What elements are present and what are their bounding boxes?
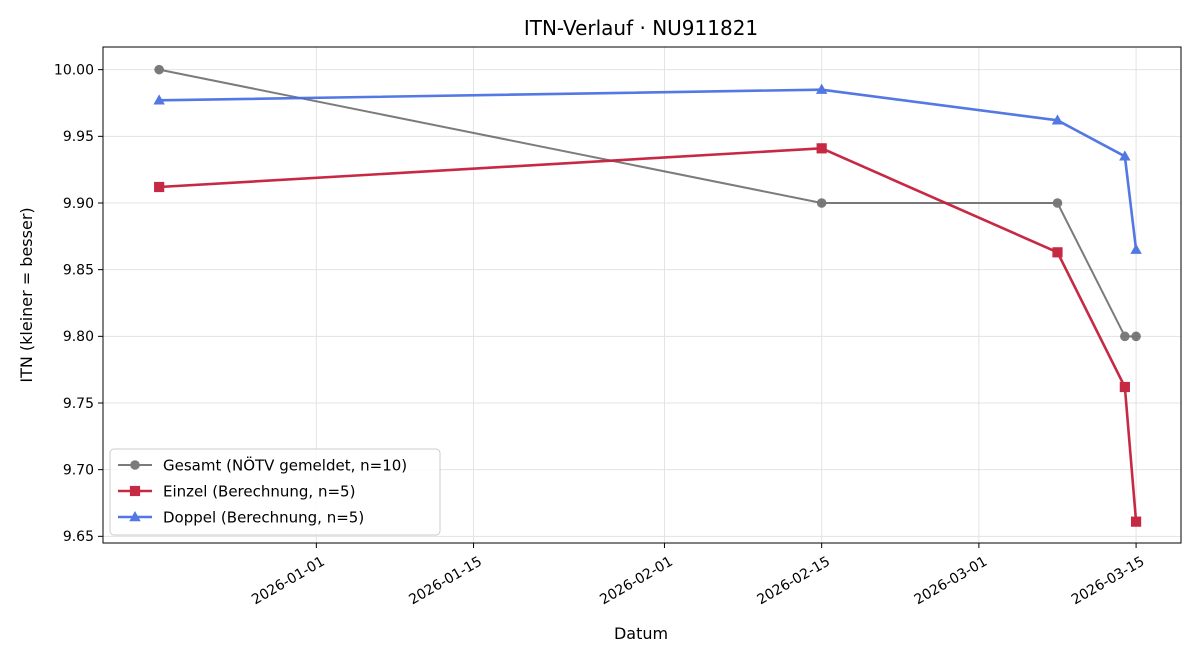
legend-box bbox=[109, 448, 441, 536]
legend-label: Einzel (Berechnung, n=5) bbox=[163, 482, 355, 500]
legend-item: Doppel (Berechnung, n=5) bbox=[118, 508, 364, 526]
data-point bbox=[153, 94, 165, 105]
y-tick-label: 9.80 bbox=[63, 329, 94, 345]
data-point bbox=[1131, 331, 1141, 342]
data-point bbox=[1051, 114, 1064, 125]
data-point bbox=[154, 181, 165, 193]
plot-frame bbox=[102, 46, 1182, 544]
data-point bbox=[1120, 331, 1130, 342]
y-tick-label: 9.95 bbox=[63, 129, 94, 145]
series-1 bbox=[154, 143, 1142, 527]
legend-marker bbox=[129, 511, 141, 522]
legend: Gesamt (NÖTV gemeldet, n=10) Einzel (Bere… bbox=[109, 448, 441, 536]
y-tick-label: 9.75 bbox=[63, 396, 94, 412]
data-point bbox=[1119, 150, 1131, 161]
data-point bbox=[816, 198, 827, 208]
legend-swatch bbox=[118, 460, 152, 470]
series-layer bbox=[153, 64, 1142, 527]
data-point bbox=[1130, 516, 1142, 527]
legend-item: Gesamt (NÖTV gemeldet, n=10) bbox=[118, 455, 407, 474]
legend-label: Gesamt (NÖTV gemeldet, n=10) bbox=[163, 455, 407, 474]
data-point bbox=[1052, 247, 1063, 258]
y-tick-label: 9.65 bbox=[63, 529, 94, 545]
legend-marker bbox=[129, 485, 141, 497]
chart-title: ITN-Verlauf · NU911821 bbox=[524, 16, 758, 40]
series-2 bbox=[153, 83, 1142, 254]
data-point bbox=[1119, 381, 1130, 393]
data-point bbox=[816, 143, 827, 154]
legend-swatch bbox=[118, 511, 152, 522]
y-tick-label: 9.70 bbox=[63, 463, 94, 479]
legend-swatch bbox=[118, 485, 152, 497]
data-point bbox=[815, 83, 828, 94]
series-0 bbox=[154, 64, 1141, 342]
legend-item: Einzel (Berechnung, n=5) bbox=[118, 482, 355, 500]
y-axis-label: ITN (kleiner = besser) bbox=[17, 207, 36, 382]
data-point bbox=[1052, 198, 1063, 208]
data-point bbox=[154, 64, 164, 75]
y-tick-label: 9.85 bbox=[63, 263, 94, 279]
data-point bbox=[1130, 243, 1142, 254]
legend-label: Doppel (Berechnung, n=5) bbox=[163, 508, 364, 526]
y-tick-label: 9.90 bbox=[63, 196, 94, 212]
x-axis-label: Datum bbox=[614, 624, 668, 643]
legend-marker bbox=[130, 460, 140, 470]
y-tick-label: 10.00 bbox=[54, 63, 94, 79]
